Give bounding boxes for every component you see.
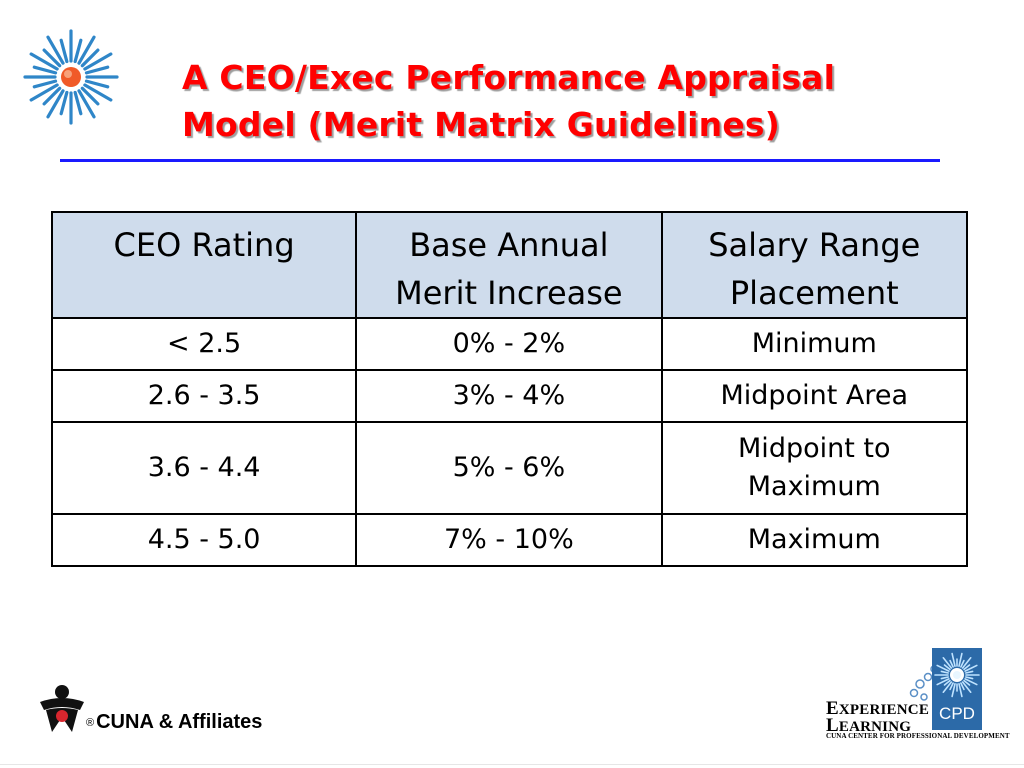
experience-learning-wordmark: EXPERIENCE LEARNING — [826, 698, 936, 736]
header-merit-line-1: Base Annual — [409, 226, 609, 264]
cell-rating: 4.5 - 5.0 — [50, 513, 358, 567]
cuna-logo-icon — [40, 685, 84, 732]
experience-rest: XPERIENCE — [838, 702, 930, 718]
cell-merit: 3% - 4% — [355, 369, 663, 423]
header-range-placement: Salary Range Placement — [660, 211, 969, 319]
cuna-affiliates-wordmark: ® CUNA & Affiliates — [86, 711, 262, 734]
page-title: A CEO/Exec Performance Appraisal Model (… — [182, 54, 982, 148]
title-line-2: Model (Merit Matrix Guidelines) — [182, 105, 781, 144]
table-row: 4.5 - 5.0 7% - 10% Maximum — [50, 513, 969, 567]
title-divider — [60, 159, 940, 162]
cpd-logo: CPD — [932, 648, 982, 730]
cell-rating: 2.6 - 3.5 — [50, 369, 358, 423]
header-merit-line-2: Merit Increase — [395, 274, 623, 312]
header-merit-increase: Base Annual Merit Increase — [355, 211, 663, 319]
cuna-name: CUNA & Affiliates — [96, 711, 263, 733]
cell-merit: 5% - 6% — [355, 421, 663, 515]
header-range-line-2: Placement — [729, 274, 899, 312]
starburst-icon — [23, 29, 119, 125]
cell-placement-line-1: Midpoint to — [738, 433, 891, 464]
table-header-row: CEO Rating Base Annual Merit Increase Sa… — [50, 211, 969, 319]
registered-mark: ® — [86, 716, 95, 729]
table-row: 3.6 - 4.4 5% - 6% Midpoint to Maximum — [50, 421, 969, 515]
learning-initial: L — [826, 715, 839, 736]
table-row: < 2.5 0% - 2% Minimum — [50, 317, 969, 371]
cell-rating: 3.6 - 4.4 — [50, 421, 358, 515]
cell-rating: < 2.5 — [50, 317, 358, 371]
title-line-1: A CEO/Exec Performance Appraisal — [182, 58, 836, 97]
cell-merit: 7% - 10% — [355, 513, 663, 567]
cell-merit: 0% - 2% — [355, 317, 663, 371]
cell-placement: Minimum — [660, 317, 969, 371]
cell-placement-line-2: Maximum — [747, 471, 881, 502]
cell-placement: Midpoint Area — [660, 369, 969, 423]
table-row: 2.6 - 3.5 3% - 4% Midpoint Area — [50, 369, 969, 423]
cell-placement: Midpoint to Maximum — [660, 421, 969, 515]
merit-matrix-table: CEO Rating Base Annual Merit Increase Sa… — [50, 211, 969, 567]
cpd-label: CPD — [939, 704, 975, 723]
cell-placement: Maximum — [660, 513, 969, 567]
cpd-starburst-icon — [934, 652, 980, 698]
header-ceo-rating: CEO Rating — [50, 211, 358, 319]
cuna-cpd-subtitle: CUNA CENTER FOR PROFESSIONAL DEVELOPMENT — [826, 732, 1010, 740]
experience-initial: E — [826, 698, 839, 719]
header-range-line-1: Salary Range — [708, 226, 921, 264]
footer-divider — [0, 764, 1024, 765]
learning-rest: EARNING — [838, 719, 912, 735]
